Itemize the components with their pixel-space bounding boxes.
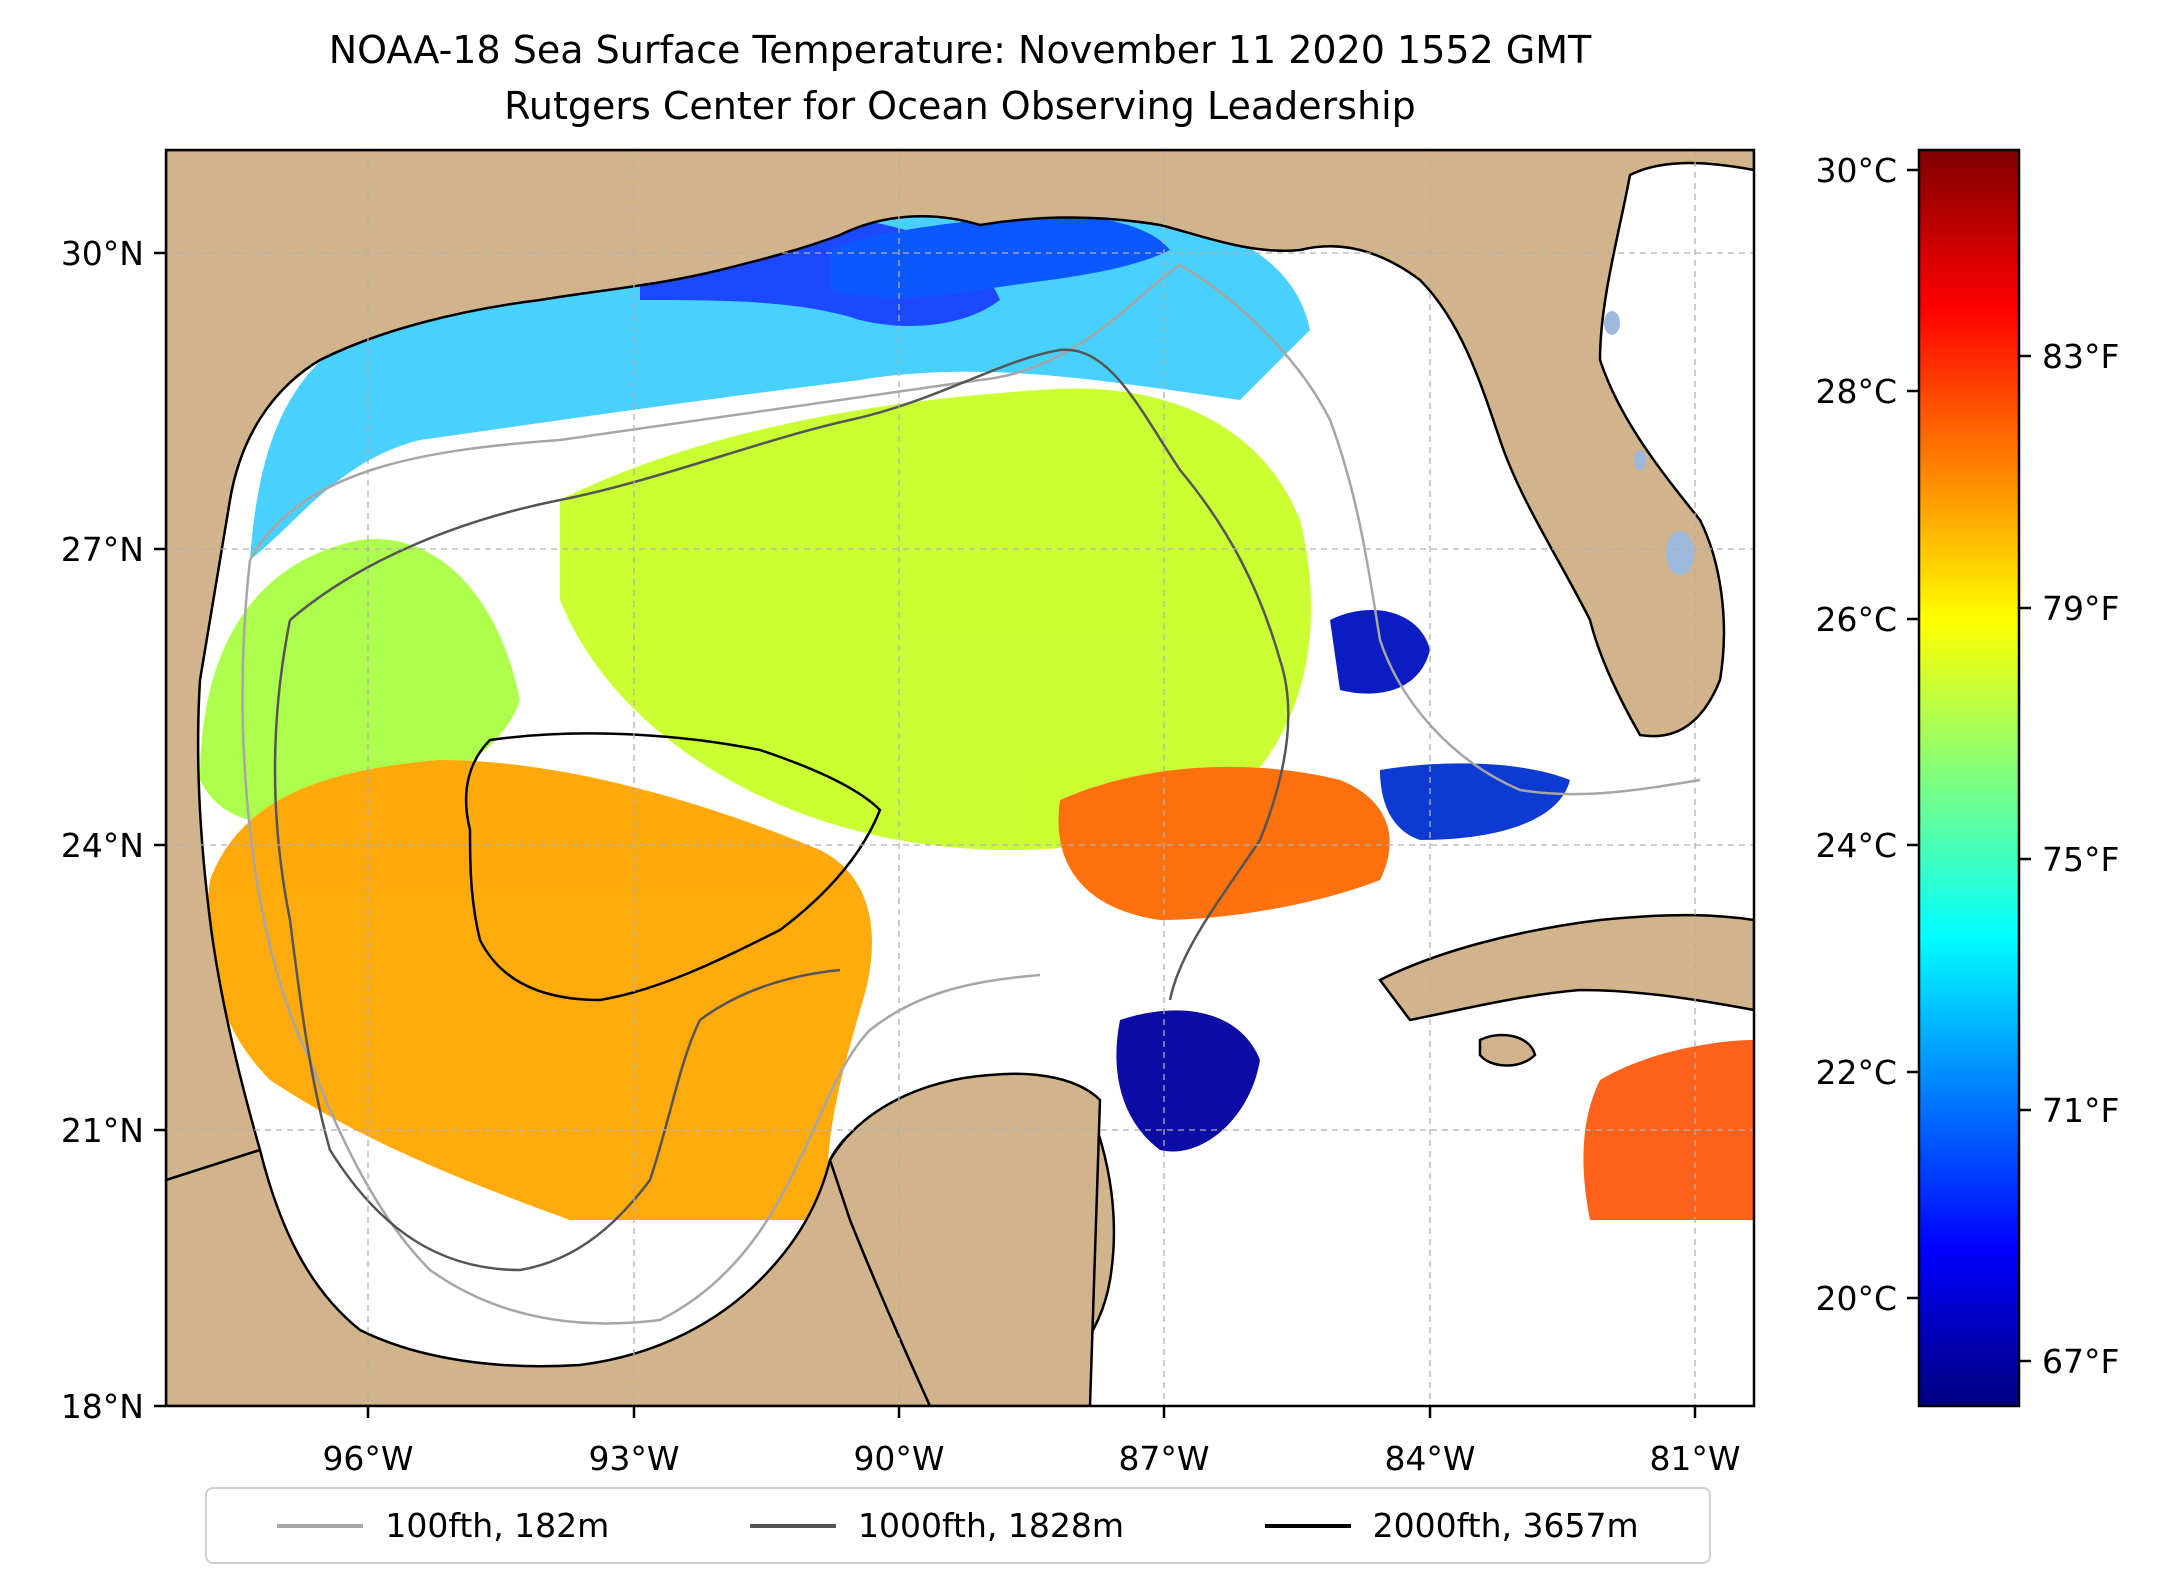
map-title: NOAA-18 Sea Surface Temperature: Novembe… xyxy=(328,28,1592,72)
lon-axis xyxy=(366,1406,1697,1418)
colorbar-fahrenheit-ticks xyxy=(2019,354,2031,1363)
land-isle-of-youth xyxy=(1478,1033,1537,1067)
lat-tick-label: 30°N xyxy=(61,234,144,273)
fahrenheit-tick-label: 71°F xyxy=(2042,1091,2119,1130)
contour-2000fth xyxy=(464,732,882,1002)
lon-tick-label: 96°W xyxy=(322,1439,413,1478)
sst-west-green xyxy=(200,539,520,824)
lon-tick-label: 90°W xyxy=(853,1439,944,1478)
legend-label: 2000fth, 3657m xyxy=(1372,1506,1639,1545)
fahrenheit-tick-label: 79°F xyxy=(2042,589,2119,628)
map-border xyxy=(164,148,1756,1408)
celsius-tick-label: 20°C xyxy=(1815,1279,1897,1318)
fahrenheit-tick-label: 67°F xyxy=(2042,1342,2119,1381)
contour-1000fth xyxy=(273,348,1290,1272)
lon-tick-label: 84°W xyxy=(1384,1439,1475,1478)
sst-florida-cool xyxy=(1330,610,1430,694)
gridlines xyxy=(166,150,1754,1406)
lon-tick-label: 81°W xyxy=(1649,1439,1740,1478)
legend-item-100fth: 100fth, 182m xyxy=(277,1506,609,1545)
legend-swatch xyxy=(277,1523,364,1528)
contour-100fth xyxy=(241,263,1701,1325)
lat-axis xyxy=(154,251,166,1408)
legend-swatch xyxy=(1264,1523,1351,1528)
colorbar xyxy=(1917,148,2021,1408)
map-subtitle: Rutgers Center for Ocean Observing Leade… xyxy=(504,84,1416,128)
land-cuba xyxy=(1378,913,1754,1022)
fahrenheit-tick-label: 83°F xyxy=(2042,337,2119,376)
legend-item-1000fth: 1000fth, 1828m xyxy=(750,1506,1124,1545)
celsius-tick-label: 24°C xyxy=(1815,826,1897,865)
land-yucatan xyxy=(828,1072,1102,1406)
lat-tick-label: 24°N xyxy=(61,826,144,865)
fahrenheit-tick-label: 75°F xyxy=(2042,840,2119,879)
sst-loop-warm xyxy=(1058,766,1390,920)
celsius-tick-label: 30°C xyxy=(1815,151,1897,190)
bathymetry-contours xyxy=(241,263,1701,1325)
celsius-tick-label: 26°C xyxy=(1815,600,1897,639)
lat-tick-label: 21°N xyxy=(61,1111,144,1150)
sst-yucatan-cool xyxy=(1116,1010,1260,1152)
sst-strait-blue xyxy=(1380,763,1570,840)
sst-coast-blue xyxy=(830,215,1170,298)
lat-tick-label: 18°N xyxy=(61,1387,144,1426)
legend-swatch xyxy=(750,1523,836,1528)
lon-tick-label: 93°W xyxy=(588,1439,679,1478)
legend-item-2000fth: 2000fth, 3657m xyxy=(1264,1506,1639,1545)
lat-tick-label: 27°N xyxy=(61,530,144,569)
legend-label: 100fth, 182m xyxy=(385,1506,610,1545)
lakes xyxy=(1604,311,1694,575)
lon-tick-label: 87°W xyxy=(1118,1439,1209,1478)
colorbar-celsius-ticks xyxy=(1907,168,1919,1300)
celsius-tick-label: 22°C xyxy=(1815,1053,1897,1092)
contour-legend: 100fth, 182m 1000fth, 1828m 2000fth, 365… xyxy=(205,1487,1711,1564)
map-area xyxy=(166,150,1754,1406)
legend-label: 1000fth, 1828m xyxy=(858,1506,1124,1545)
celsius-tick-label: 28°C xyxy=(1815,372,1897,411)
sst-central-green xyxy=(560,388,1312,850)
sst-caribbean-warm xyxy=(1583,1040,1754,1220)
